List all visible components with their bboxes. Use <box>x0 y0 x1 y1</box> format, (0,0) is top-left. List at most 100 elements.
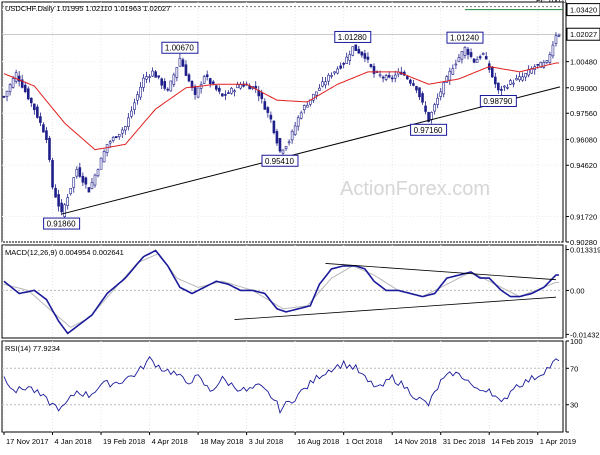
candle-up <box>99 157 103 170</box>
x-tick-label: 4 Jan 2018 <box>55 437 92 446</box>
candle-down <box>418 87 421 98</box>
candle-up <box>481 53 485 55</box>
price-annotation-box <box>261 154 299 167</box>
candle-down <box>51 159 54 188</box>
candle-down <box>205 74 209 78</box>
candle-down <box>536 63 540 66</box>
candle-down <box>181 59 185 67</box>
candle-up <box>515 78 518 81</box>
candle-down <box>163 81 167 89</box>
price-y-tick-label: 0.97560 <box>570 109 597 118</box>
candle-up <box>178 58 182 67</box>
candle-up <box>327 74 330 82</box>
candle-down <box>421 93 424 103</box>
macd-panel-frame <box>1 244 564 339</box>
candle-down <box>412 83 415 86</box>
macd-y-tick-label: 0.00 <box>570 286 585 295</box>
candle-down <box>157 75 160 78</box>
candle-up <box>196 87 200 98</box>
candle-down <box>60 202 63 213</box>
candle-down <box>424 105 427 112</box>
candle-down <box>87 187 91 193</box>
x-tick-label: 1 Oct 2018 <box>346 437 383 446</box>
candle-up <box>142 77 145 88</box>
candle-up <box>454 63 458 66</box>
candle-up <box>230 88 233 94</box>
candle-down <box>184 64 188 76</box>
candle-up <box>69 188 73 194</box>
candle-up <box>457 57 461 63</box>
candle-down <box>357 48 361 54</box>
price-y-tick-label: 0.94620 <box>570 161 597 170</box>
price-annotation-box <box>446 31 484 44</box>
macd-y-tick-label: 0.013319 <box>570 246 600 255</box>
price-annotation-box <box>161 41 199 54</box>
candle-up <box>542 62 546 68</box>
rsi-y-tick-label: 30 <box>570 401 578 410</box>
candle-down <box>366 56 370 60</box>
candle-up <box>324 81 327 86</box>
candle-up <box>175 67 179 78</box>
x-tick-label: 16 Aug 2018 <box>297 437 339 446</box>
candle-down <box>190 81 194 89</box>
candle-up <box>524 73 527 78</box>
candle-up <box>117 133 121 137</box>
candle-down <box>84 177 88 185</box>
price-y-tick-label: 0.96080 <box>570 135 597 144</box>
rsi-y-tick-label: 70 <box>570 364 578 373</box>
candle-up <box>506 86 509 89</box>
candle-down <box>342 62 345 65</box>
fe-label: FE 100.0 <box>536 0 566 5</box>
candle-up <box>169 80 173 92</box>
candle-down <box>48 137 51 160</box>
price-annotation-box <box>479 94 517 107</box>
candle-up <box>351 46 355 56</box>
candle-down <box>490 66 494 78</box>
candle-up <box>111 137 115 141</box>
candle-up <box>333 71 336 74</box>
candle-up <box>384 75 388 80</box>
candle-up <box>11 78 15 88</box>
candle-up <box>66 197 69 206</box>
x-tick-label: 14 Feb 2019 <box>491 437 533 446</box>
candle-up <box>202 76 206 84</box>
candle-down <box>472 58 476 63</box>
candle-up <box>512 82 515 85</box>
rsi-panel-frame <box>1 340 564 433</box>
candle-down <box>54 187 57 198</box>
candle-up <box>14 72 18 82</box>
candle-up <box>345 56 349 64</box>
candle-up <box>321 81 324 87</box>
x-tick-label: 14 Nov 2018 <box>394 437 437 446</box>
candle-down <box>81 175 85 183</box>
candle-down <box>339 65 342 69</box>
price-panel-frame <box>1 1 564 243</box>
price-annotation-label: 0.97160 <box>414 126 443 135</box>
candle-down <box>469 52 473 57</box>
candle-up <box>133 102 136 110</box>
moving-average-line <box>3 62 559 151</box>
candle-down <box>390 77 394 80</box>
price-annotation-label: 1.01280 <box>338 33 367 42</box>
rsi-label: RSI(14) 77.9234 <box>5 344 60 353</box>
candle-down <box>26 88 30 100</box>
candle-up <box>460 51 464 60</box>
price-y-tick-label: 0.90280 <box>570 238 597 247</box>
candle-down <box>415 86 418 91</box>
candles-group <box>2 32 561 219</box>
x-tick-label: 17 Nov 2017 <box>6 437 49 446</box>
candle-up <box>551 44 555 57</box>
candle-down <box>45 130 48 140</box>
candle-down <box>218 87 221 92</box>
candle-up <box>63 204 66 217</box>
candle-down <box>20 79 24 88</box>
candle-down <box>221 93 224 97</box>
candle-down <box>497 82 500 91</box>
x-tick-label: 3 Jul 2018 <box>249 437 284 446</box>
candle-down <box>160 78 164 86</box>
candle-up <box>378 74 382 77</box>
candle-up <box>554 35 558 44</box>
candle-down <box>57 194 60 207</box>
candle-up <box>124 126 127 131</box>
